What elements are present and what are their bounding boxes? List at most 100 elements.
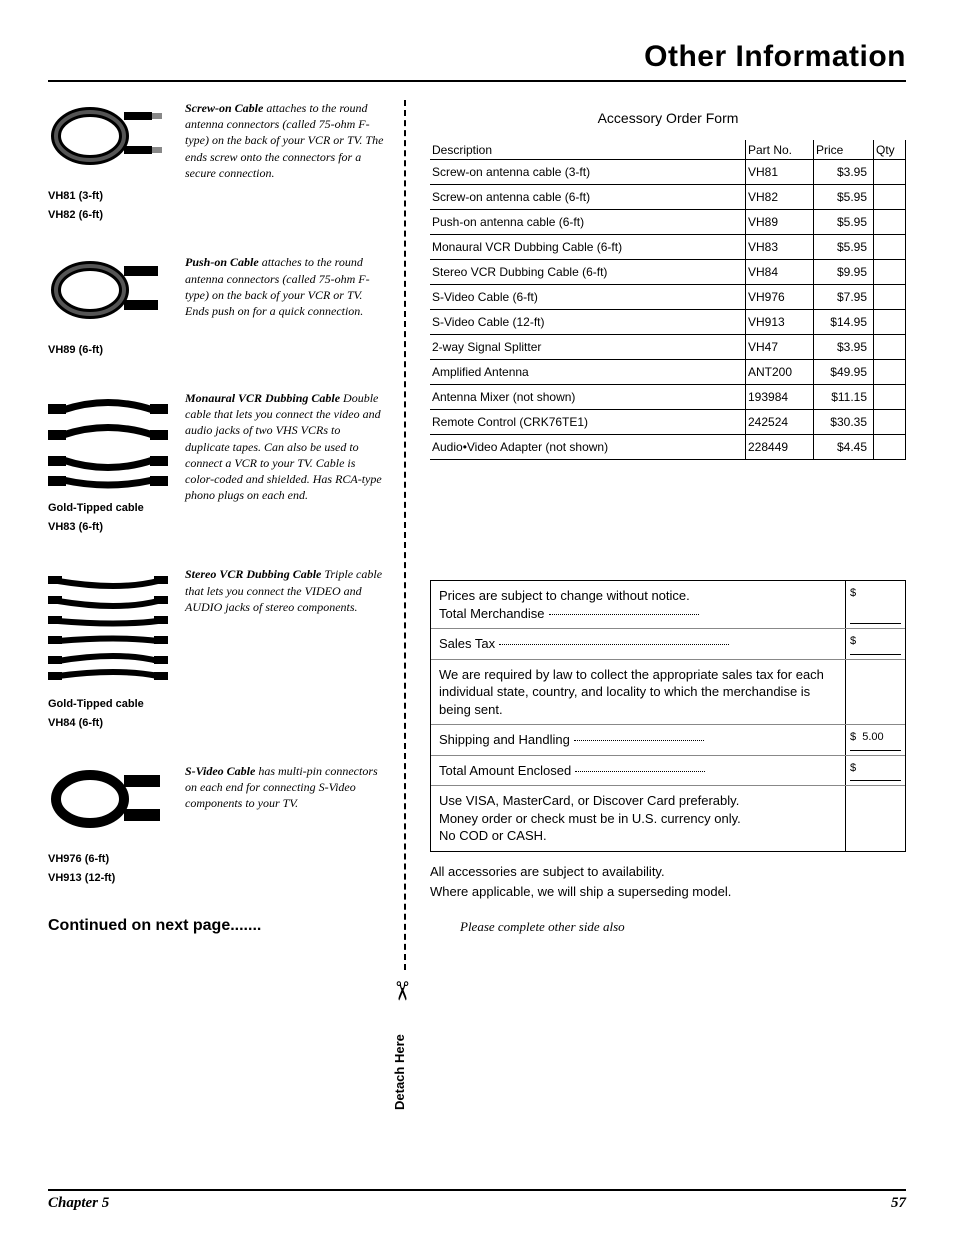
product-item: Gold-Tipped cable VH84 (6-ft) Stereo VCR…	[48, 566, 386, 732]
merchandise-amount[interactable]: $	[845, 581, 905, 628]
salestax-amount[interactable]: $	[845, 629, 905, 659]
table-row: S-Video Cable (6-ft)VH976$7.95	[430, 285, 906, 310]
cell-price: $3.95	[814, 160, 874, 185]
table-row: Remote Control (CRK76TE1)242524$30.35	[430, 410, 906, 435]
product-label: VH976 (6-ft)	[48, 850, 173, 869]
cell-price: $11.15	[814, 385, 874, 410]
cell-desc: Screw-on antenna cable (6-ft)	[430, 185, 746, 210]
rca-double-cable-icon	[48, 390, 168, 490]
product-label: Gold-Tipped cable	[48, 695, 173, 714]
cell-price: $5.95	[814, 210, 874, 235]
cell-part: VH89	[746, 210, 814, 235]
chapter-label: Chapter 5	[48, 1195, 109, 1212]
table-row: Amplified AntennaANT200$49.95	[430, 360, 906, 385]
cell-desc: 2-way Signal Splitter	[430, 335, 746, 360]
cell-desc: Push-on antenna cable (6-ft)	[430, 210, 746, 235]
cell-part: 242524	[746, 410, 814, 435]
cell-qty[interactable]	[874, 410, 906, 435]
product-label: VH83 (6-ft)	[48, 518, 173, 537]
total-merchandise-label: Total Merchandise	[439, 606, 545, 621]
product-item: Gold-Tipped cable VH83 (6-ft) Monaural V…	[48, 390, 386, 536]
cell-desc: Amplified Antenna	[430, 360, 746, 385]
cell-price: $30.35	[814, 410, 874, 435]
cell-qty[interactable]	[874, 210, 906, 235]
cell-price: $3.95	[814, 335, 874, 360]
sales-tax-label: Sales Tax	[439, 636, 495, 651]
cell-part: VH976	[746, 285, 814, 310]
please-complete-note: Please complete other side also	[460, 919, 906, 935]
scissors-icon: ✂	[386, 980, 416, 1002]
product-description: Monaural VCR Dubbing Cable Double cable …	[185, 390, 386, 536]
cell-part: ANT200	[746, 360, 814, 385]
cell-price: $5.95	[814, 235, 874, 260]
col-qty: Qty	[874, 140, 906, 160]
product-label: VH89 (6-ft)	[48, 341, 173, 360]
table-row: S-Video Cable (12-ft)VH913$14.95	[430, 310, 906, 335]
cell-price: $49.95	[814, 360, 874, 385]
cell-price: $4.45	[814, 435, 874, 460]
product-label: VH84 (6-ft)	[48, 714, 173, 733]
cell-desc: Stereo VCR Dubbing Cable (6-ft)	[430, 260, 746, 285]
col-price: Price	[814, 140, 874, 160]
shipping-amount: $ 5.00	[845, 725, 905, 755]
cell-desc: Monaural VCR Dubbing Cable (6-ft)	[430, 235, 746, 260]
cell-part: VH81	[746, 160, 814, 185]
product-label: Gold-Tipped cable	[48, 499, 173, 518]
product-item: VH976 (6-ft) VH913 (12-ft) S-Video Cable…	[48, 763, 386, 887]
cell-qty[interactable]	[874, 385, 906, 410]
tax-note: We are required by law to collect the ap…	[431, 660, 845, 725]
product-label: VH81 (3-ft)	[48, 187, 173, 206]
product-label: VH913 (12-ft)	[48, 869, 173, 888]
order-table: Description Part No. Price Qty Screw-on …	[430, 140, 906, 460]
cell-qty[interactable]	[874, 285, 906, 310]
product-item: VH81 (3-ft) VH82 (6-ft) Screw-on Cable a…	[48, 100, 386, 224]
cell-desc: Screw-on antenna cable (3-ft)	[430, 160, 746, 185]
blank-cell	[845, 786, 905, 851]
cable-coil-icon	[48, 100, 168, 178]
cell-part: VH82	[746, 185, 814, 210]
total-enclosed-amount[interactable]: $	[845, 756, 905, 786]
detach-label: Detach Here	[392, 1034, 407, 1110]
cell-desc: Antenna Mixer (not shown)	[430, 385, 746, 410]
cell-price: $9.95	[814, 260, 874, 285]
cell-part: 228449	[746, 435, 814, 460]
cell-qty[interactable]	[874, 160, 906, 185]
cell-qty[interactable]	[874, 235, 906, 260]
table-row: Screw-on antenna cable (6-ft)VH82$5.95	[430, 185, 906, 210]
product-label: VH82 (6-ft)	[48, 206, 173, 225]
cell-desc: S-Video Cable (6-ft)	[430, 285, 746, 310]
page-number: 57	[891, 1195, 906, 1212]
cell-part: VH913	[746, 310, 814, 335]
shipping-label: Shipping and Handling	[439, 732, 570, 747]
cell-part: VH83	[746, 235, 814, 260]
page-title: Other Information	[48, 40, 906, 82]
product-description: Stereo VCR Dubbing Cable Triple cable th…	[185, 566, 386, 732]
availability-note: All accessories are subject to availabil…	[430, 862, 906, 882]
table-row: 2-way Signal SplitterVH47$3.95	[430, 335, 906, 360]
products-column: VH81 (3-ft) VH82 (6-ft) Screw-on Cable a…	[48, 100, 398, 935]
rca-triple-cable-icon	[48, 566, 168, 686]
money-order-note: Money order or check must be in U.S. cur…	[439, 810, 837, 828]
cell-desc: Remote Control (CRK76TE1)	[430, 410, 746, 435]
order-form-title: Accessory Order Form	[430, 110, 906, 126]
col-description: Description	[430, 140, 746, 160]
cell-desc: Audio•Video Adapter (not shown)	[430, 435, 746, 460]
table-row: Antenna Mixer (not shown)193984$11.15	[430, 385, 906, 410]
cell-part: 193984	[746, 385, 814, 410]
product-description: S-Video Cable has multi-pin connectors o…	[185, 763, 386, 887]
cell-qty[interactable]	[874, 185, 906, 210]
cell-price: $7.95	[814, 285, 874, 310]
cell-qty[interactable]	[874, 335, 906, 360]
cell-qty[interactable]	[874, 435, 906, 460]
cell-qty[interactable]	[874, 310, 906, 335]
blank-cell	[845, 660, 905, 725]
cell-part: VH47	[746, 335, 814, 360]
product-description: Push-on Cable attaches to the round ante…	[185, 254, 386, 360]
supersede-note: Where applicable, we will ship a superse…	[430, 882, 906, 902]
table-row: Monaural VCR Dubbing Cable (6-ft)VH83$5.…	[430, 235, 906, 260]
cell-qty[interactable]	[874, 360, 906, 385]
table-row: Stereo VCR Dubbing Cable (6-ft)VH84$9.95	[430, 260, 906, 285]
cell-qty[interactable]	[874, 260, 906, 285]
continued-text: Continued on next page.......	[48, 917, 386, 935]
product-item: VH89 (6-ft) Push-on Cable attaches to th…	[48, 254, 386, 360]
